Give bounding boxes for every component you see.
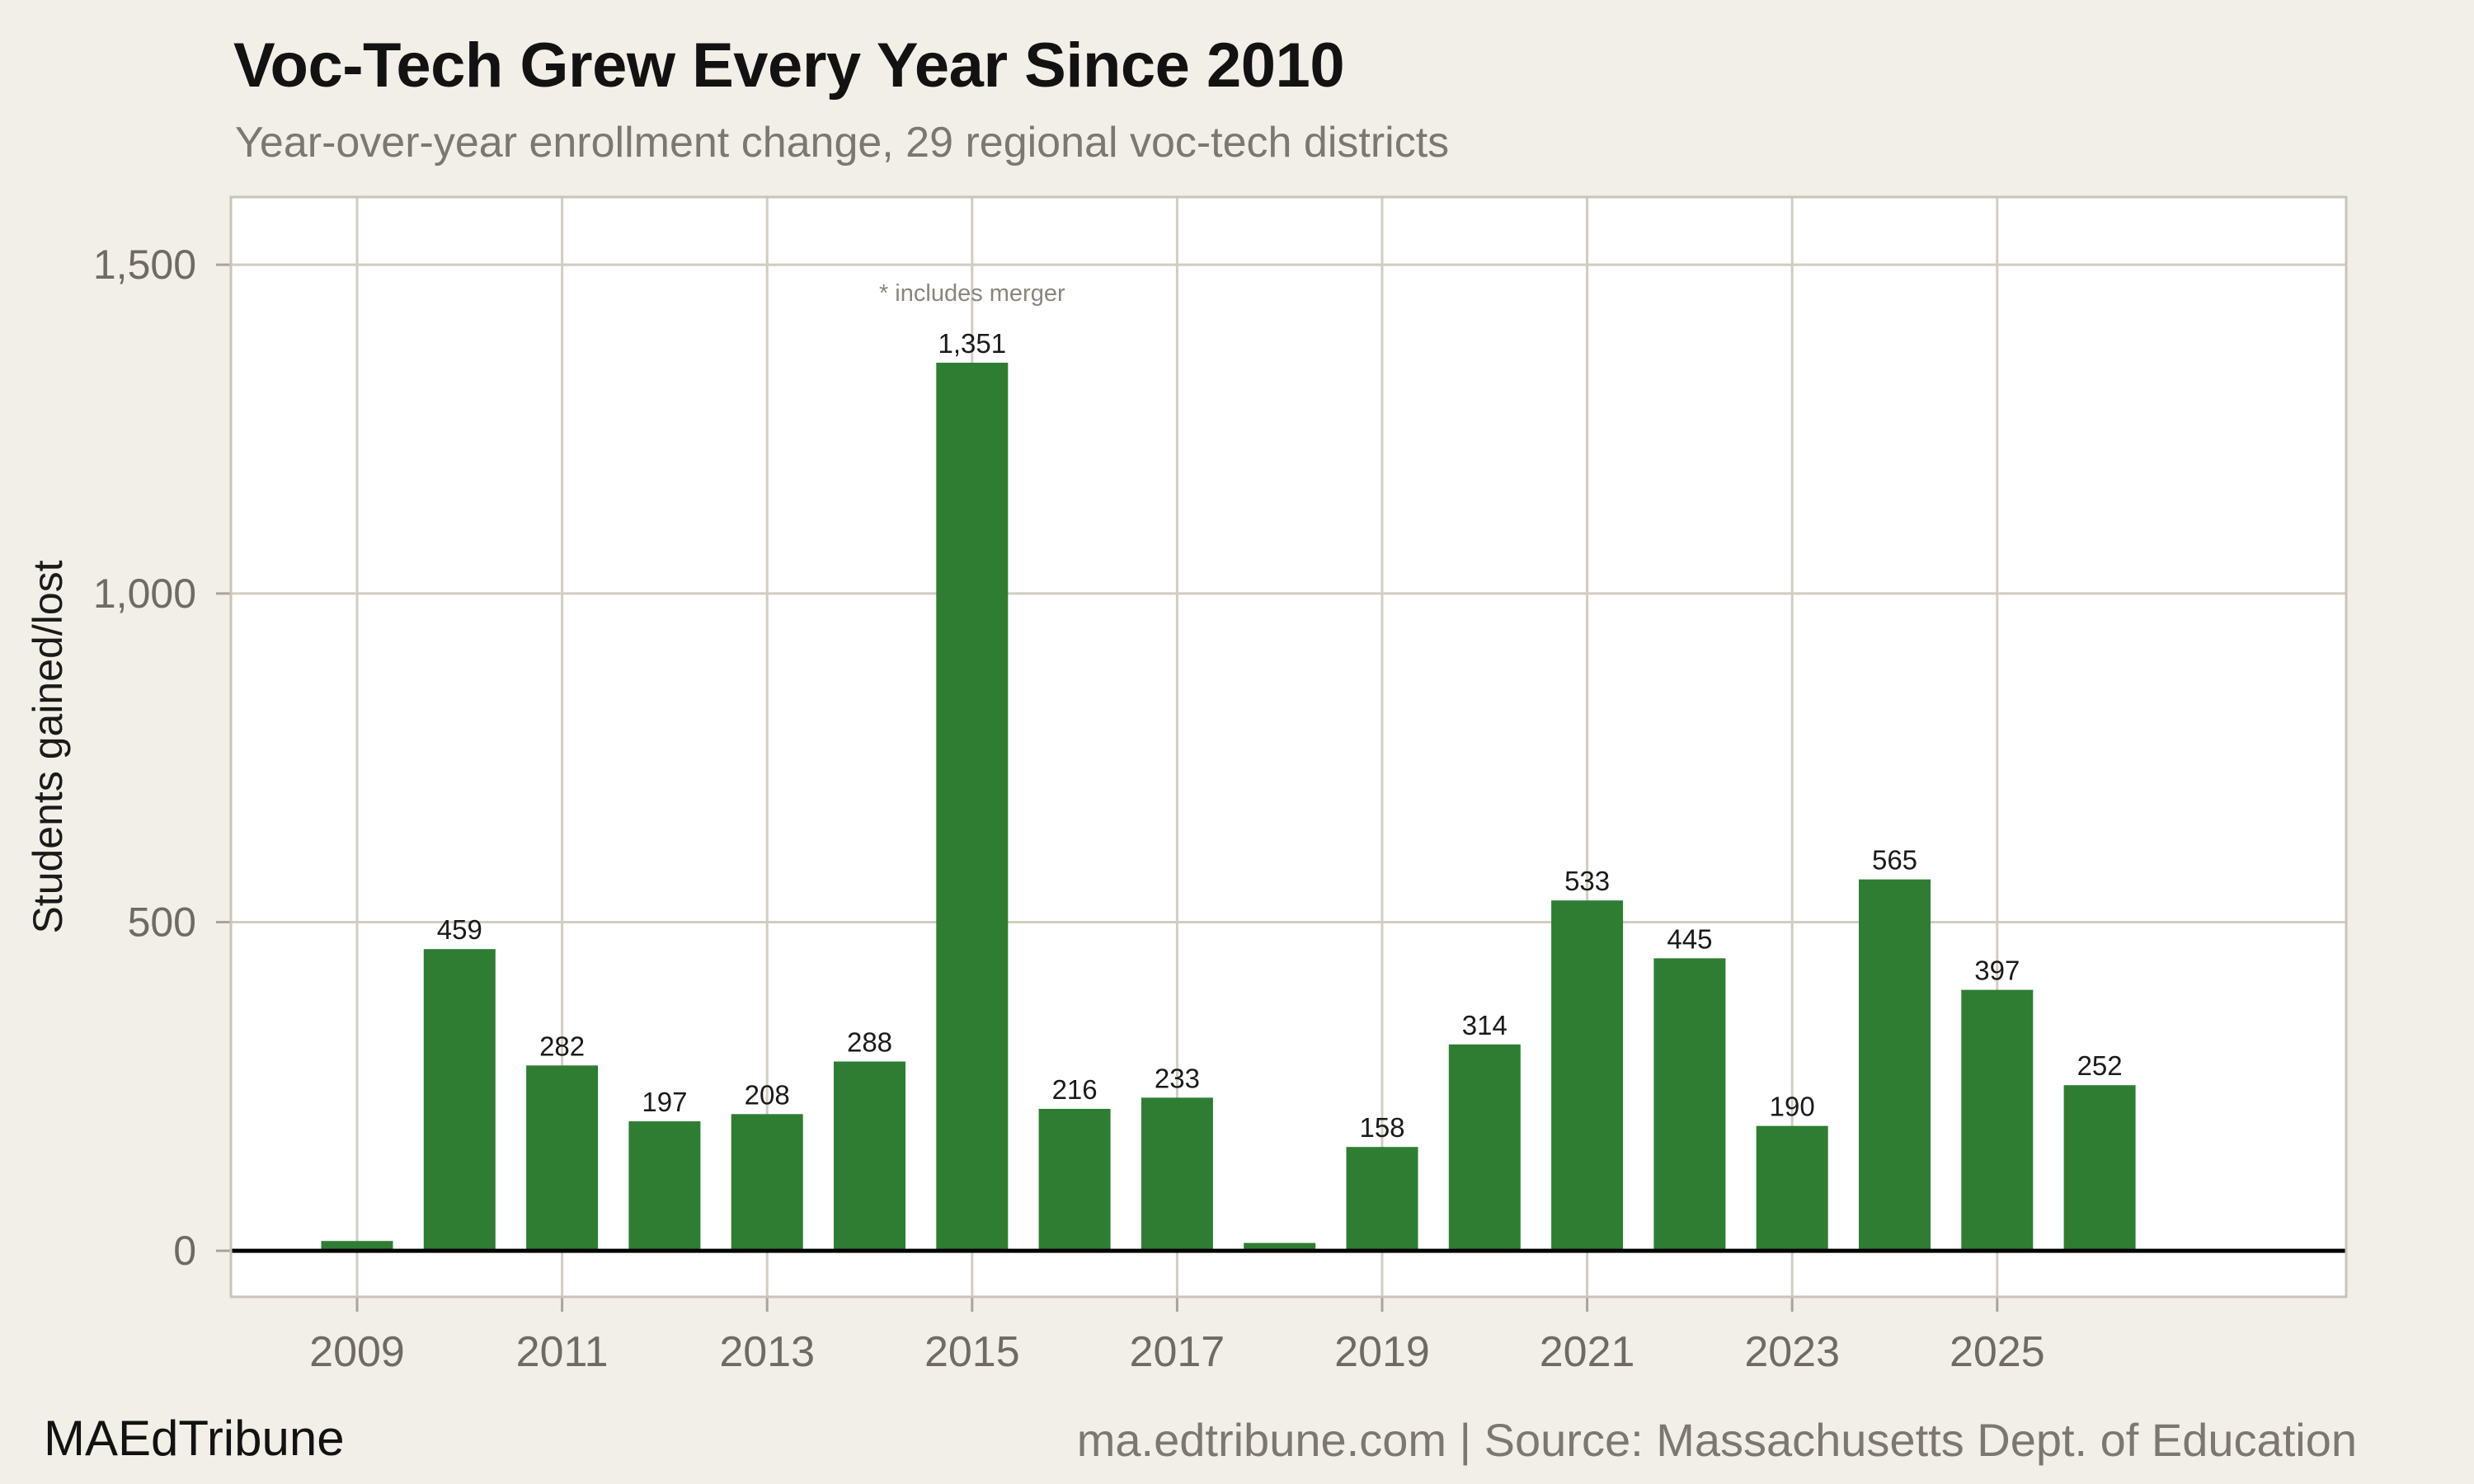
bar-2011	[526, 1065, 599, 1252]
bar-label-2023: 190	[1770, 1092, 1815, 1122]
y-tick-label-500: 500	[128, 899, 196, 945]
bar-2017	[1141, 1097, 1213, 1252]
bar-2022	[1653, 958, 1726, 1252]
bar-2026	[2063, 1085, 2136, 1252]
bar-label-2011: 282	[539, 1031, 585, 1061]
bar-label-2024: 565	[1872, 845, 1917, 876]
plot-area-border	[229, 195, 2348, 1298]
y-axis-title: Students gained/lost	[25, 560, 71, 933]
x-tick-label-2025: 2025	[1950, 1328, 2045, 1376]
bar-2013	[731, 1114, 803, 1252]
chart-subtitle: Year-over-year enrollment change, 29 reg…	[235, 119, 1450, 167]
bar-2010	[423, 949, 496, 1252]
bar-2015	[936, 362, 1009, 1252]
publisher-logo-text: MAEdTribune	[44, 1411, 345, 1466]
bar-label-2026: 252	[2077, 1050, 2123, 1081]
bar-label-2021: 533	[1564, 866, 1610, 896]
bar-2018	[1244, 1242, 1316, 1252]
x-tick-label-2015: 2015	[924, 1328, 1020, 1376]
merger-annotation: * includes merger	[879, 280, 1065, 307]
y-tick-label-1500: 1,500	[93, 242, 196, 288]
bar-2020	[1448, 1044, 1521, 1252]
x-tick-label-2009: 2009	[309, 1328, 405, 1376]
bar-2023	[1756, 1125, 1828, 1252]
bar-label-2017: 233	[1155, 1063, 1200, 1093]
bar-label-2025: 397	[1974, 956, 2020, 986]
bar-2014	[834, 1061, 905, 1252]
bar-2021	[1551, 900, 1624, 1252]
x-tick-label-2023: 2023	[1744, 1328, 1840, 1376]
bar-2019	[1346, 1147, 1418, 1252]
bar-label-2016: 216	[1052, 1074, 1098, 1105]
bar-label-2019: 158	[1359, 1112, 1404, 1143]
y-tick-label-0: 0	[173, 1228, 196, 1274]
x-tick-label-2013: 2013	[719, 1328, 815, 1376]
bar-2024	[1859, 879, 1931, 1252]
bar-2016	[1038, 1108, 1111, 1252]
x-tick-label-2019: 2019	[1334, 1328, 1430, 1376]
bar-label-2014: 288	[847, 1027, 892, 1058]
x-tick-label-2021: 2021	[1540, 1328, 1635, 1376]
y-tick-label-1000: 1,000	[93, 571, 196, 617]
x-tick-label-2017: 2017	[1130, 1328, 1225, 1376]
bar-2009	[321, 1241, 393, 1252]
x-tick-label-2011: 2011	[516, 1328, 609, 1376]
bar-label-2020: 314	[1462, 1010, 1507, 1040]
bar-2025	[1961, 989, 2034, 1252]
chart-title: Voc-Tech Grew Every Year Since 2010	[233, 31, 1345, 101]
bar-2012	[628, 1121, 701, 1252]
source-attribution: ma.edtribune.com | Source: Massachusetts…	[1076, 1414, 2357, 1466]
bar-label-2012: 197	[642, 1087, 687, 1117]
bar-label-2015: 1,351	[938, 328, 1007, 359]
bar-label-2013: 208	[745, 1079, 790, 1110]
bar-label-2022: 445	[1667, 923, 1712, 954]
bar-label-2010: 459	[437, 914, 482, 945]
